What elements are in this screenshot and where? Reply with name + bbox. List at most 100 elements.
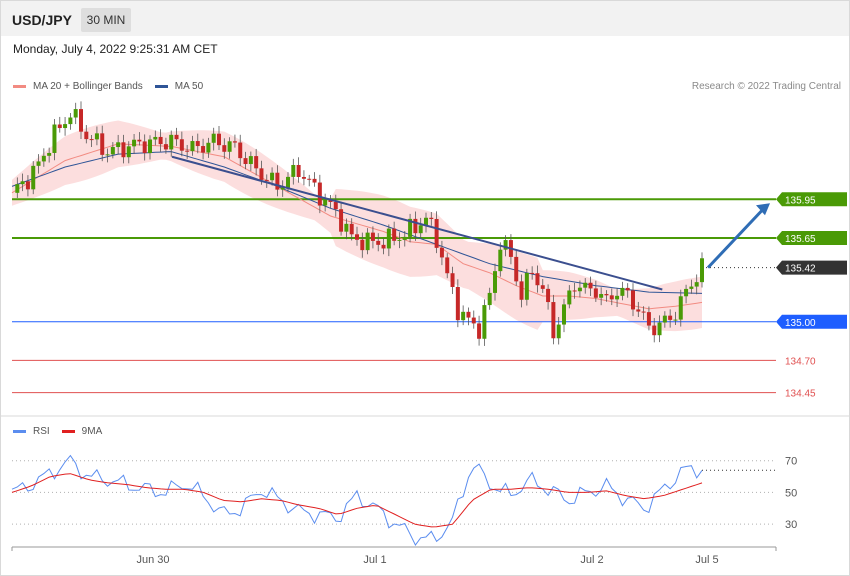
candle-body: [408, 218, 413, 237]
candle-body: [625, 287, 630, 291]
ma20-line: [11, 143, 703, 310]
candle-body: [179, 139, 184, 151]
candle-body: [301, 176, 306, 179]
candle-body: [694, 282, 699, 287]
candle-body: [599, 294, 604, 298]
candle-body: [15, 184, 20, 193]
candle-body: [238, 142, 243, 159]
candle-body: [689, 286, 694, 289]
candle-body: [227, 141, 232, 152]
candle-body: [471, 317, 476, 324]
candle-body: [137, 139, 142, 142]
level-label-135-95: 135.95: [785, 195, 816, 206]
candle-body: [445, 257, 450, 274]
x-tick-label: Jul 1: [363, 554, 386, 566]
timeframe-button[interactable]: 30 MIN: [81, 8, 131, 32]
candle-body: [487, 292, 492, 306]
rsi-swatch: [13, 430, 26, 433]
candle-body: [397, 239, 402, 241]
candle-body: [636, 309, 641, 312]
ma50-legend-label: MA 50: [174, 81, 204, 92]
candle-body: [700, 258, 704, 283]
ma20-legend-label: MA 20 + Bollinger Bands: [33, 81, 143, 92]
candle-body: [493, 271, 497, 293]
candle-body: [418, 225, 423, 234]
candle-body: [344, 223, 349, 232]
ma20-swatch: [13, 85, 26, 88]
rsi-legend-label: RSI: [33, 426, 50, 437]
x-tick-label: Jun 30: [136, 554, 169, 566]
candle-body: [286, 176, 290, 188]
candle-body: [63, 124, 68, 129]
candle-body: [291, 164, 296, 177]
candle-body: [148, 139, 152, 154]
candle-body: [503, 240, 508, 250]
candle-body: [381, 244, 386, 249]
candle-body: [583, 282, 588, 288]
candle-body: [514, 256, 519, 282]
candle-body: [126, 146, 131, 158]
ma50-swatch: [154, 85, 168, 88]
level-label-135-00: 135.00: [785, 318, 816, 329]
candle-body: [174, 134, 179, 140]
level-tag-135-00: [776, 314, 847, 329]
candle-body: [110, 147, 115, 155]
candle-body: [376, 240, 381, 245]
candle-body: [466, 311, 471, 318]
candle-body: [259, 168, 264, 180]
candle-body: [593, 288, 598, 298]
candle-body: [588, 282, 593, 289]
rsi-ma-swatch: [61, 430, 75, 433]
candle-body: [79, 109, 83, 132]
level-label-135-42: 135.42: [785, 264, 816, 275]
candle-body: [68, 117, 73, 125]
candle-body: [116, 142, 121, 148]
candle-body: [450, 273, 455, 287]
candle-body: [657, 322, 662, 336]
rsi-line: [11, 454, 703, 546]
candle-body: [25, 181, 30, 190]
candle-body: [519, 281, 524, 300]
candle-body: [604, 294, 609, 296]
bollinger-band: [12, 120, 702, 332]
trendline: [171, 155, 663, 291]
candle-body: [280, 187, 285, 190]
candle-body: [339, 209, 344, 232]
candle-body: [57, 124, 62, 129]
candle-body: [684, 288, 689, 297]
candle-body: [121, 142, 126, 158]
candle-body: [312, 178, 317, 183]
level-label-135-65: 135.65: [785, 234, 816, 245]
candle-body: [232, 141, 237, 143]
candle-body: [328, 199, 333, 202]
rsi-ma-legend-label: 9MA: [81, 426, 103, 437]
candle-body: [567, 290, 572, 305]
candle-body: [36, 161, 41, 166]
x-tick-label: Jul 2: [580, 554, 603, 566]
candle-body: [370, 232, 375, 241]
candle-body: [254, 156, 259, 169]
candle-body: [540, 285, 545, 289]
candle-body: [673, 319, 678, 321]
candle-body: [620, 287, 625, 296]
candle-body: [169, 134, 174, 150]
candle-body: [105, 154, 110, 156]
candle-body: [652, 325, 657, 336]
candle-body: [631, 290, 635, 310]
candle-body: [153, 136, 158, 140]
candle-body: [572, 290, 577, 292]
candle-body: [264, 179, 269, 181]
candle-body: [132, 139, 137, 147]
candle-body: [89, 139, 94, 141]
candle-body: [100, 133, 105, 155]
candle-body: [163, 144, 168, 150]
candle-body: [402, 236, 407, 240]
candle-body: [222, 145, 227, 152]
level-tag-135-95: [776, 192, 847, 207]
candle-body: [73, 109, 78, 118]
candle-body: [546, 288, 551, 303]
candle-body: [386, 228, 391, 249]
candle-body: [142, 141, 147, 154]
candle-body: [333, 201, 338, 210]
